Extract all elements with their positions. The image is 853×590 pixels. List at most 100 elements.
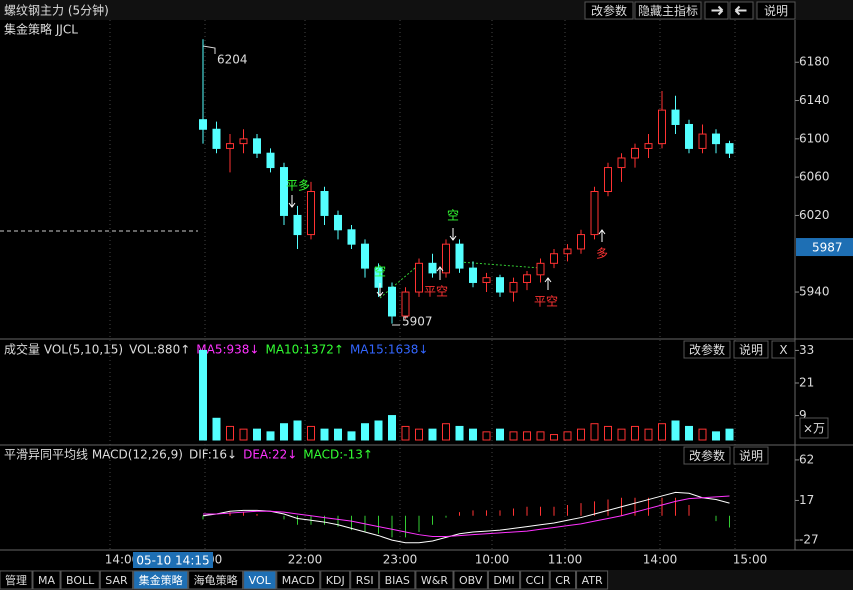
volume-bar [509, 431, 518, 441]
cursor-time-box [133, 552, 213, 568]
volume-bar [631, 425, 639, 441]
button-frame[interactable] [733, 446, 769, 465]
button-frame[interactable] [771, 340, 796, 359]
tab[interactable] [188, 570, 244, 590]
high-label: 6204 [217, 53, 248, 67]
volume-bar [280, 423, 288, 441]
button[interactable]: 改参数 [689, 448, 725, 463]
tab-label[interactable]: CR [555, 574, 571, 587]
volume-bar [712, 431, 720, 441]
button[interactable]: X [779, 343, 787, 357]
tab[interactable] [415, 570, 454, 590]
tab[interactable] [576, 570, 609, 590]
volume-bar [671, 420, 680, 441]
tab[interactable] [320, 570, 351, 590]
button-frame[interactable] [584, 1, 634, 20]
volume-bar [239, 428, 248, 441]
tab-label[interactable]: BOLL [66, 574, 95, 587]
signal-arrow [436, 266, 444, 280]
volume-bar [455, 425, 464, 441]
tab[interactable] [243, 570, 277, 590]
panel-stat: DEA:22↓ [243, 448, 297, 462]
panel-stat: MA10:1372↑ [265, 343, 343, 357]
volume-bar [320, 428, 329, 441]
candle-body [347, 229, 356, 245]
volume-bar [293, 420, 302, 441]
button[interactable]: 改参数 [591, 3, 627, 18]
candle-body [320, 191, 329, 216]
tab[interactable] [487, 570, 521, 590]
button[interactable]: 说明 [764, 3, 788, 18]
window-title: 螺纹钢主力 (5分钟) [4, 3, 109, 18]
y-tick-label: 6180 [799, 55, 830, 69]
tab-label[interactable]: SAR [105, 574, 128, 587]
volume-bar [199, 349, 207, 441]
tab[interactable] [549, 570, 577, 590]
tab[interactable] [350, 570, 380, 590]
tab[interactable] [520, 570, 550, 590]
tab[interactable] [60, 570, 100, 590]
signal-label: 平空 [424, 285, 448, 299]
signal-arrow [598, 229, 606, 242]
candle-body [307, 191, 315, 236]
button[interactable]: 改参数 [689, 342, 725, 357]
tab[interactable] [276, 570, 321, 590]
panel-stat: VOL:880↑ [129, 343, 190, 357]
tab-label[interactable]: DMI [493, 574, 514, 587]
tab[interactable] [133, 570, 189, 590]
volume-bar [577, 428, 585, 441]
volume-bar [253, 428, 261, 441]
button-frame[interactable] [683, 446, 731, 465]
tab-label[interactable]: BIAS [385, 574, 410, 587]
tab-label[interactable]: 海龟策略 [194, 573, 238, 587]
signal-label: 多 [596, 247, 608, 261]
panel-title: 成交量 VOL(5,10,15) [4, 342, 123, 357]
button-frame[interactable] [733, 340, 769, 359]
high-pointer [202, 45, 216, 54]
tab[interactable] [99, 570, 134, 590]
tab-label[interactable]: OBV [459, 574, 483, 587]
volume-bar [374, 420, 383, 441]
tab[interactable] [453, 570, 488, 590]
unit-label: ×万 [803, 422, 825, 436]
tab[interactable] [0, 570, 33, 590]
tab-label[interactable]: 管理 [5, 573, 27, 587]
volume-bar [604, 425, 612, 441]
tab-label[interactable]: W&R [421, 574, 448, 587]
time-label: 15:00 [733, 553, 768, 567]
volume-bar [428, 428, 437, 441]
cursor-time: 05-10 14:15 [136, 554, 209, 568]
candle-body [374, 267, 383, 288]
button[interactable]: 说明 [739, 342, 763, 357]
time-label: 10:00 [475, 553, 510, 567]
tab-label[interactable]: VOL [249, 574, 272, 587]
tab-label[interactable]: RSI [356, 574, 374, 587]
panel-stat: MA5:938↓ [196, 343, 259, 357]
time-grid [109, 20, 736, 550]
button-frame[interactable] [756, 1, 796, 20]
nav-arrow[interactable] [734, 5, 747, 16]
tab-label[interactable]: ATR [582, 574, 603, 587]
button[interactable]: 说明 [739, 448, 763, 463]
tab[interactable] [379, 570, 416, 590]
candle-body [469, 267, 477, 283]
volume-bar [307, 425, 315, 441]
last-price-box [796, 238, 853, 257]
low-label: 5907 [402, 315, 433, 329]
candle-body [280, 167, 288, 216]
tab-label[interactable]: CCI [526, 574, 545, 587]
signal-arrow [449, 228, 457, 241]
signal-arrow [376, 283, 384, 297]
nav-arrow[interactable] [711, 5, 724, 16]
button-frame[interactable] [634, 1, 702, 20]
button-frame[interactable] [683, 340, 731, 359]
tab-label[interactable]: 集金策略 [139, 573, 183, 587]
button[interactable]: 隐藏主指标 [638, 3, 698, 18]
volume-bar [334, 428, 342, 441]
tab-label[interactable]: KDJ [326, 574, 345, 587]
candle-body [725, 143, 734, 154]
tab[interactable] [32, 570, 61, 590]
tab-label[interactable]: MACD [282, 574, 315, 587]
tab-label[interactable]: MA [38, 574, 55, 587]
candle-body [428, 262, 437, 274]
